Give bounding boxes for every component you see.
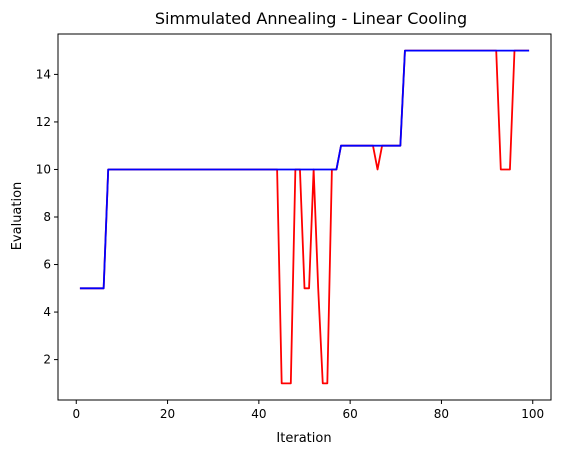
axes-layer: 0 20 40 60 80 100 2 4 6 8 10 12 14 bbox=[36, 33, 552, 421]
series-line-1 bbox=[79, 49, 530, 290]
x-tick-label-1: 20 bbox=[160, 407, 175, 421]
x-tick-label-5: 100 bbox=[521, 407, 544, 421]
y-axis-label: Evaluation bbox=[10, 182, 25, 251]
y-tick-label-3: 8 bbox=[43, 210, 51, 224]
x-axis-label: Iteration bbox=[276, 431, 331, 446]
y-tick-label-0: 2 bbox=[43, 353, 51, 367]
y-tick-label-2: 6 bbox=[43, 258, 51, 272]
y-tick-label-4: 10 bbox=[36, 162, 51, 176]
x-tick-label-4: 80 bbox=[434, 407, 449, 421]
y-tick-label-6: 14 bbox=[36, 67, 51, 81]
plot-area bbox=[58, 34, 551, 400]
x-tick-label-2: 40 bbox=[251, 407, 266, 421]
y-tick-label-1: 4 bbox=[43, 305, 51, 319]
x-tick-label-0: 0 bbox=[72, 407, 80, 421]
x-tick-label-3: 60 bbox=[343, 407, 358, 421]
y-tick-label-5: 12 bbox=[36, 115, 51, 129]
series-layer bbox=[79, 49, 530, 385]
plot-background bbox=[58, 34, 551, 400]
chart-title: Simmulated Annealing - Linear Cooling bbox=[155, 9, 467, 28]
